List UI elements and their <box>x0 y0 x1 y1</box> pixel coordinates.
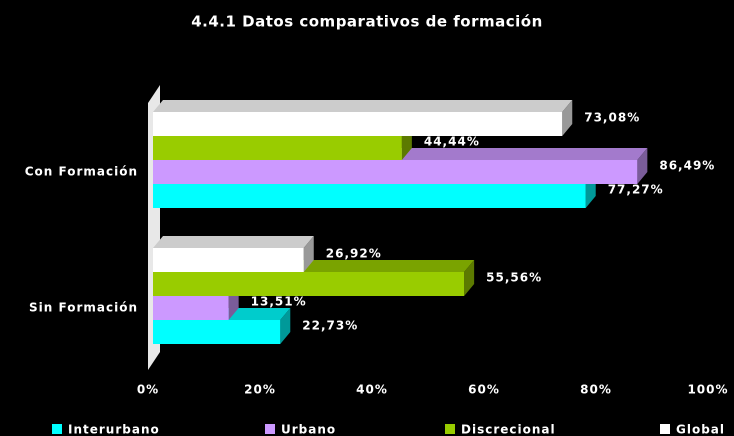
value-label: 73,08% <box>584 111 640 125</box>
value-label: 55,56% <box>486 271 542 285</box>
value-label: 26,92% <box>326 247 382 261</box>
bar <box>153 272 465 296</box>
legend-swatch <box>52 424 62 434</box>
bar <box>153 296 229 320</box>
value-label: 77,27% <box>608 183 664 197</box>
bar-side <box>303 236 314 272</box>
legend-swatch <box>265 424 275 434</box>
x-tick-label: 80% <box>580 383 612 397</box>
legend-label: Global <box>676 423 725 436</box>
chart-title: 4.4.1 Datos comparativos de formación <box>191 13 543 31</box>
bar <box>153 136 402 160</box>
category-label: Sin Formación <box>29 301 138 315</box>
bar <box>153 320 281 344</box>
bar-side <box>464 260 475 296</box>
bar <box>153 160 638 184</box>
x-tick-label: 100% <box>687 383 728 397</box>
legend-label: Discrecional <box>461 423 556 436</box>
bar <box>153 112 563 136</box>
category-label: Con Formación <box>25 165 138 179</box>
value-label: 44,44% <box>424 135 480 149</box>
value-label: 22,73% <box>302 319 358 333</box>
bar-side <box>637 148 648 184</box>
legend-label: Urbano <box>281 423 336 436</box>
bar-top <box>153 100 573 112</box>
value-label: 13,51% <box>251 295 307 309</box>
legend-label: Interurbano <box>68 423 160 436</box>
x-tick-label: 0% <box>137 383 159 397</box>
bar-side <box>280 308 291 344</box>
value-label: 86,49% <box>659 159 715 173</box>
bar-top <box>153 236 314 248</box>
x-tick-label: 60% <box>468 383 500 397</box>
bar <box>153 248 304 272</box>
x-tick-label: 40% <box>356 383 388 397</box>
legend-swatch <box>660 424 670 434</box>
legend-swatch <box>445 424 455 434</box>
x-tick-label: 20% <box>244 383 276 397</box>
bar-side <box>562 100 573 136</box>
bar <box>153 184 586 208</box>
